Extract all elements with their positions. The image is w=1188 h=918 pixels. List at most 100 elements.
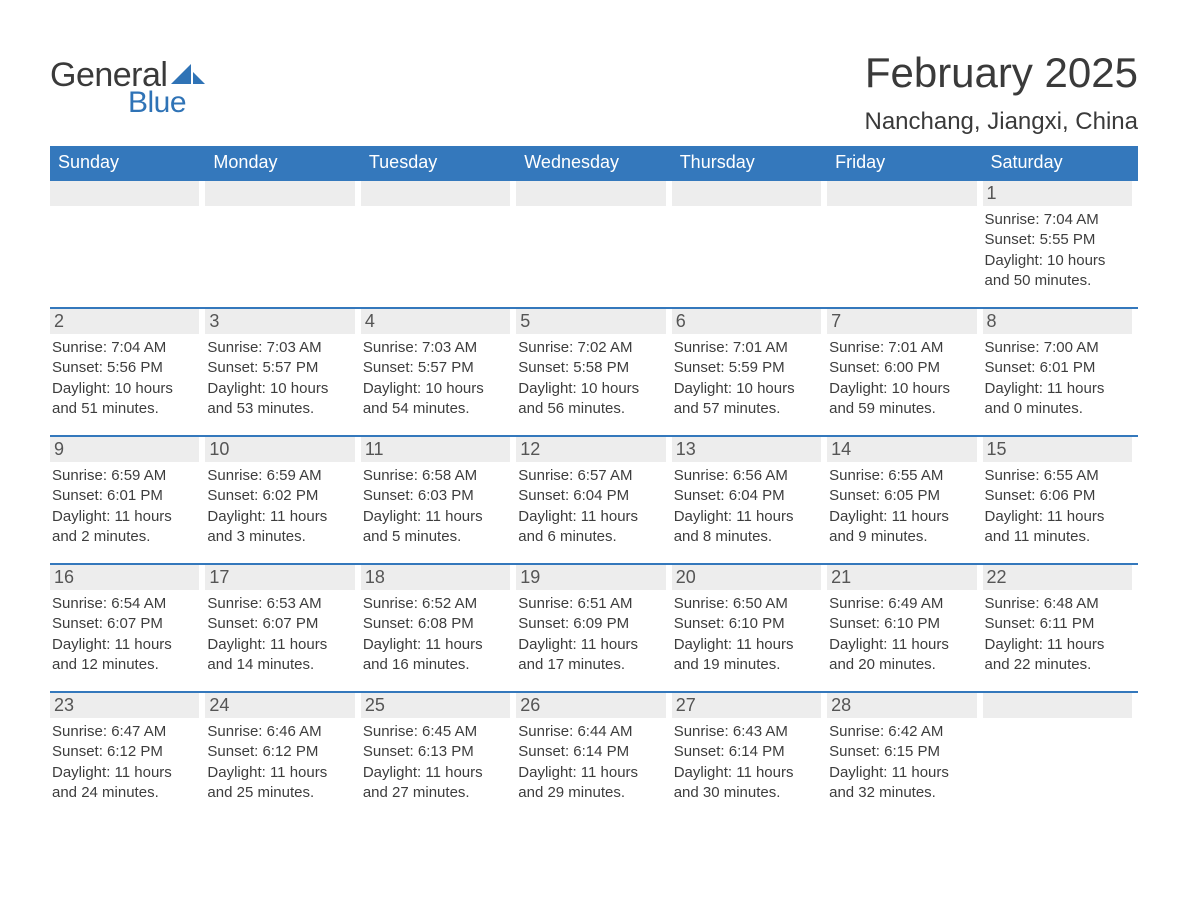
day-body: Sunrise: 6:50 AMSunset: 6:10 PMDaylight:… (672, 590, 821, 675)
day-cell: 6Sunrise: 7:01 AMSunset: 5:59 PMDaylight… (672, 309, 827, 419)
sunset-line: Sunset: 5:58 PM (518, 358, 665, 378)
day-body: Sunrise: 7:02 AMSunset: 5:58 PMDaylight:… (516, 334, 665, 419)
day-number: 5 (516, 309, 665, 334)
day-body: Sunrise: 7:03 AMSunset: 5:57 PMDaylight:… (361, 334, 510, 419)
day-cell: 8Sunrise: 7:00 AMSunset: 6:01 PMDaylight… (983, 309, 1138, 419)
day-body: Sunrise: 6:44 AMSunset: 6:14 PMDaylight:… (516, 718, 665, 803)
sunrise-line: Sunrise: 6:58 AM (363, 466, 510, 486)
sunrise-line: Sunrise: 6:56 AM (674, 466, 821, 486)
day-cell: 15Sunrise: 6:55 AMSunset: 6:06 PMDayligh… (983, 437, 1138, 547)
sunset-line: Sunset: 5:56 PM (52, 358, 199, 378)
daylight-line: Daylight: 11 hours and 6 minutes. (518, 507, 665, 548)
weekday-header-row: SundayMondayTuesdayWednesdayThursdayFrid… (50, 146, 1138, 179)
day-body: Sunrise: 6:55 AMSunset: 6:05 PMDaylight:… (827, 462, 976, 547)
sunrise-line: Sunrise: 6:54 AM (52, 594, 199, 614)
daylight-line: Daylight: 11 hours and 19 minutes. (674, 635, 821, 676)
day-body: Sunrise: 6:52 AMSunset: 6:08 PMDaylight:… (361, 590, 510, 675)
sunset-line: Sunset: 5:57 PM (363, 358, 510, 378)
sunset-line: Sunset: 6:09 PM (518, 614, 665, 634)
sunrise-line: Sunrise: 7:04 AM (985, 210, 1132, 230)
sunrise-line: Sunrise: 6:55 AM (985, 466, 1132, 486)
sunset-line: Sunset: 6:15 PM (829, 742, 976, 762)
day-cell (827, 181, 982, 291)
daylight-line: Daylight: 10 hours and 53 minutes. (207, 379, 354, 420)
day-cell: 7Sunrise: 7:01 AMSunset: 6:00 PMDaylight… (827, 309, 982, 419)
day-body: Sunrise: 6:49 AMSunset: 6:10 PMDaylight:… (827, 590, 976, 675)
day-number: 28 (827, 693, 976, 718)
daylight-line: Daylight: 11 hours and 0 minutes. (985, 379, 1132, 420)
day-number: 7 (827, 309, 976, 334)
day-cell: 14Sunrise: 6:55 AMSunset: 6:05 PMDayligh… (827, 437, 982, 547)
day-body: Sunrise: 7:04 AMSunset: 5:55 PMDaylight:… (983, 206, 1132, 291)
sunset-line: Sunset: 6:06 PM (985, 486, 1132, 506)
daylight-line: Daylight: 11 hours and 14 minutes. (207, 635, 354, 676)
sunset-line: Sunset: 6:04 PM (674, 486, 821, 506)
day-number: 13 (672, 437, 821, 462)
week-row: 2Sunrise: 7:04 AMSunset: 5:56 PMDaylight… (50, 307, 1138, 435)
sunset-line: Sunset: 6:12 PM (52, 742, 199, 762)
month-title: February 2025 (864, 50, 1138, 96)
day-body (50, 206, 199, 210)
day-body: Sunrise: 6:51 AMSunset: 6:09 PMDaylight:… (516, 590, 665, 675)
sunrise-line: Sunrise: 7:02 AM (518, 338, 665, 358)
sunrise-line: Sunrise: 7:03 AM (207, 338, 354, 358)
sunset-line: Sunset: 5:59 PM (674, 358, 821, 378)
daylight-line: Daylight: 10 hours and 51 minutes. (52, 379, 199, 420)
sunset-line: Sunset: 6:01 PM (52, 486, 199, 506)
daylight-line: Daylight: 11 hours and 9 minutes. (829, 507, 976, 548)
sunset-line: Sunset: 6:00 PM (829, 358, 976, 378)
day-number: 10 (205, 437, 354, 462)
sunset-line: Sunset: 6:12 PM (207, 742, 354, 762)
sunset-line: Sunset: 6:14 PM (518, 742, 665, 762)
sunrise-line: Sunrise: 7:04 AM (52, 338, 199, 358)
sunrise-line: Sunrise: 6:59 AM (52, 466, 199, 486)
weekday-header: Friday (827, 146, 982, 179)
week-row: 16Sunrise: 6:54 AMSunset: 6:07 PMDayligh… (50, 563, 1138, 691)
day-cell (672, 181, 827, 291)
sunrise-line: Sunrise: 7:01 AM (829, 338, 976, 358)
daylight-line: Daylight: 11 hours and 25 minutes. (207, 763, 354, 804)
day-body: Sunrise: 7:01 AMSunset: 5:59 PMDaylight:… (672, 334, 821, 419)
day-body: Sunrise: 6:59 AMSunset: 6:02 PMDaylight:… (205, 462, 354, 547)
day-cell: 2Sunrise: 7:04 AMSunset: 5:56 PMDaylight… (50, 309, 205, 419)
day-number: 3 (205, 309, 354, 334)
day-body: Sunrise: 6:54 AMSunset: 6:07 PMDaylight:… (50, 590, 199, 675)
daylight-line: Daylight: 10 hours and 59 minutes. (829, 379, 976, 420)
day-cell: 11Sunrise: 6:58 AMSunset: 6:03 PMDayligh… (361, 437, 516, 547)
daylight-line: Daylight: 11 hours and 11 minutes. (985, 507, 1132, 548)
daylight-line: Daylight: 11 hours and 24 minutes. (52, 763, 199, 804)
sunset-line: Sunset: 6:13 PM (363, 742, 510, 762)
daylight-line: Daylight: 10 hours and 56 minutes. (518, 379, 665, 420)
weekday-header: Sunday (50, 146, 205, 179)
daylight-line: Daylight: 10 hours and 57 minutes. (674, 379, 821, 420)
sunrise-line: Sunrise: 6:44 AM (518, 722, 665, 742)
day-number: 12 (516, 437, 665, 462)
day-cell: 17Sunrise: 6:53 AMSunset: 6:07 PMDayligh… (205, 565, 360, 675)
day-number: 6 (672, 309, 821, 334)
day-cell: 9Sunrise: 6:59 AMSunset: 6:01 PMDaylight… (50, 437, 205, 547)
day-number: 9 (50, 437, 199, 462)
sunrise-line: Sunrise: 6:45 AM (363, 722, 510, 742)
day-body: Sunrise: 7:00 AMSunset: 6:01 PMDaylight:… (983, 334, 1132, 419)
sunrise-line: Sunrise: 6:55 AM (829, 466, 976, 486)
day-number: 21 (827, 565, 976, 590)
weekday-header: Monday (205, 146, 360, 179)
day-body: Sunrise: 7:03 AMSunset: 5:57 PMDaylight:… (205, 334, 354, 419)
day-body: Sunrise: 7:01 AMSunset: 6:00 PMDaylight:… (827, 334, 976, 419)
sunset-line: Sunset: 6:07 PM (207, 614, 354, 634)
week-row: 9Sunrise: 6:59 AMSunset: 6:01 PMDaylight… (50, 435, 1138, 563)
calendar-page: General Blue February 2025 Nanchang, Jia… (0, 0, 1188, 849)
sunset-line: Sunset: 6:04 PM (518, 486, 665, 506)
sunset-line: Sunset: 6:10 PM (674, 614, 821, 634)
day-number: 27 (672, 693, 821, 718)
sunrise-line: Sunrise: 7:01 AM (674, 338, 821, 358)
day-cell: 27Sunrise: 6:43 AMSunset: 6:14 PMDayligh… (672, 693, 827, 803)
day-body: Sunrise: 6:59 AMSunset: 6:01 PMDaylight:… (50, 462, 199, 547)
week-row: 23Sunrise: 6:47 AMSunset: 6:12 PMDayligh… (50, 691, 1138, 819)
sunrise-line: Sunrise: 7:00 AM (985, 338, 1132, 358)
day-cell: 20Sunrise: 6:50 AMSunset: 6:10 PMDayligh… (672, 565, 827, 675)
day-body: Sunrise: 6:45 AMSunset: 6:13 PMDaylight:… (361, 718, 510, 803)
sunset-line: Sunset: 6:11 PM (985, 614, 1132, 634)
sunset-line: Sunset: 6:01 PM (985, 358, 1132, 378)
day-number: 18 (361, 565, 510, 590)
